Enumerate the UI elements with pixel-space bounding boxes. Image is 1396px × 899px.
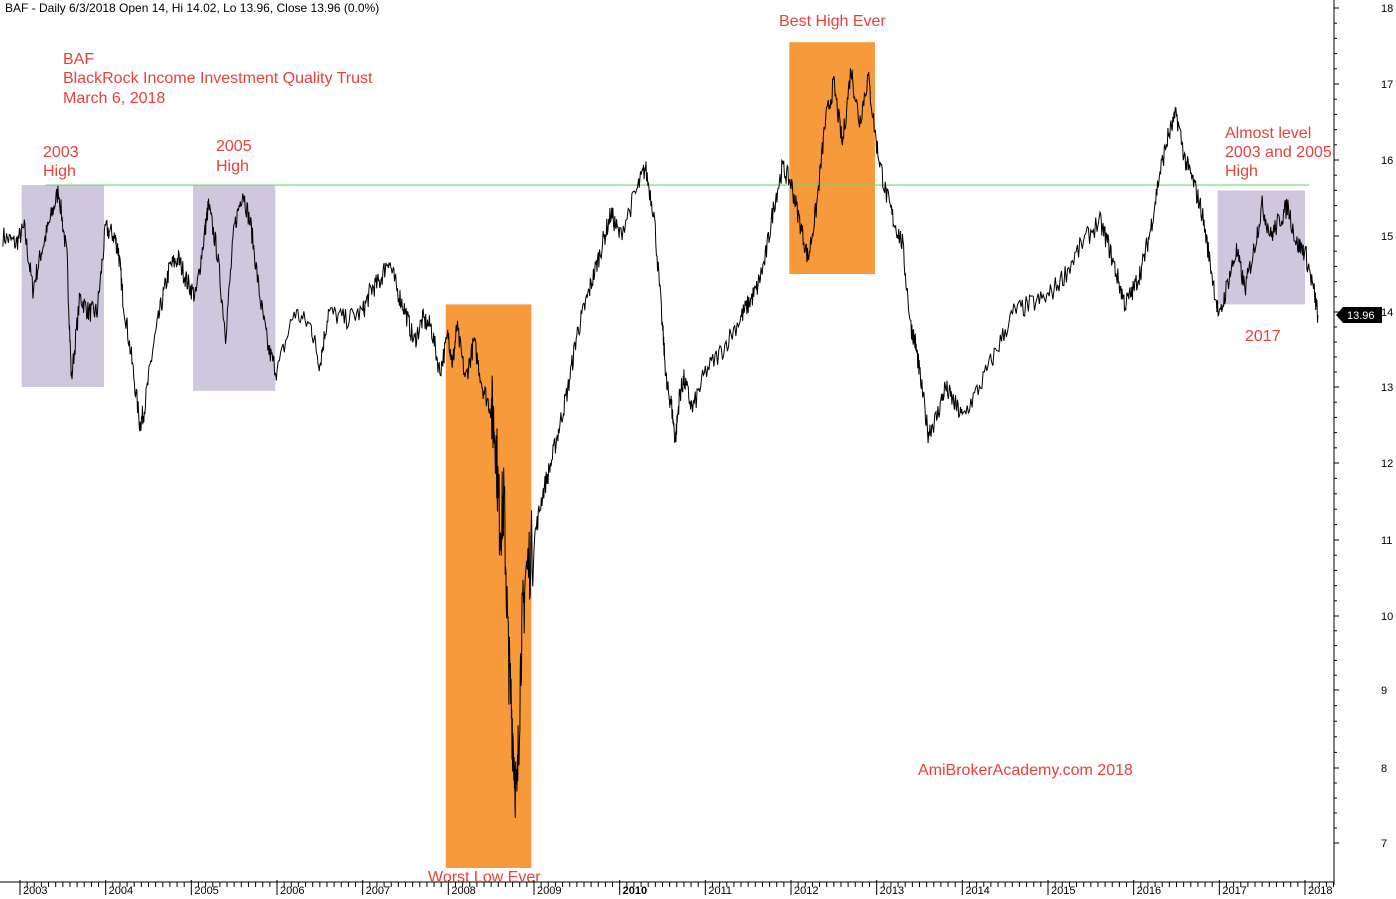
highlight-zone-1 — [21, 185, 104, 387]
label-2003-high: High — [43, 163, 76, 180]
y-tick-label-16: 16 — [1381, 155, 1393, 167]
label-worst-low-ever: Worst Low Ever — [428, 869, 541, 886]
label-2017: 2017 — [1245, 328, 1281, 345]
label-2005-high: High — [216, 158, 249, 175]
price-tag-shape — [1336, 307, 1382, 323]
title-ticker: BAF — [63, 51, 94, 68]
x-tick-label-2012: 2012 — [794, 885, 818, 897]
x-tick-label-2014: 2014 — [965, 885, 989, 897]
label-2003-year: 2003 — [43, 144, 79, 161]
price-tag-value: 13.96 — [1347, 310, 1375, 322]
x-tick-label-2015: 2015 — [1051, 885, 1075, 897]
y-tick-label-13: 13 — [1381, 382, 1393, 394]
watermark-text: AmiBrokerAcademy.com 2018 — [918, 762, 1133, 779]
x-tick-label-2018: 2018 — [1308, 885, 1332, 897]
y-tick-label-14: 14 — [1381, 307, 1393, 319]
y-tick-label-17: 17 — [1381, 79, 1393, 91]
highlight-zone-2 — [193, 185, 276, 391]
x-tick-label-2011: 2011 — [708, 885, 732, 897]
label-almost-level-years: 2003 and 2005 — [1225, 144, 1332, 161]
axes-group — [0, 0, 1335, 885]
x-tick-label-2016: 2016 — [1137, 885, 1161, 897]
y-tick-label-12: 12 — [1381, 458, 1393, 470]
title-date: March 6, 2018 — [63, 90, 165, 107]
x-tick-label-2006: 2006 — [280, 885, 304, 897]
last-price-tag: 13.96 — [1336, 307, 1382, 323]
y-tick-label-10: 10 — [1381, 611, 1393, 623]
x-tick-label-2009: 2009 — [537, 885, 561, 897]
price-line — [2, 68, 1319, 819]
x-tick-label-2013: 2013 — [880, 885, 904, 897]
price-series-group — [2, 68, 1319, 819]
x-tick-label-2003: 2003 — [23, 885, 47, 897]
label-best-high-ever: Best High Ever — [779, 13, 886, 30]
label-2005-year: 2005 — [216, 138, 252, 155]
highlight-zone-4 — [789, 42, 875, 275]
x-tick-label-2008: 2008 — [451, 885, 475, 897]
y-tick-label-18: 18 — [1381, 3, 1393, 15]
x-tick-label-2017: 2017 — [1222, 885, 1246, 897]
label-almost-level-high: High — [1225, 163, 1258, 180]
y-tick-label-11: 11 — [1381, 535, 1392, 547]
y-tick-label-7: 7 — [1381, 838, 1387, 850]
x-tick-label-2004: 2004 — [109, 885, 133, 897]
y-tick-label-15: 15 — [1381, 231, 1393, 243]
y-tick-label-8: 8 — [1381, 763, 1387, 775]
x-tick-label-2005: 2005 — [194, 885, 218, 897]
y-tick-label-9: 9 — [1381, 685, 1387, 697]
title-company: BlackRock Income Investment Quality Trus… — [63, 70, 373, 87]
highlight-zone-3 — [445, 304, 532, 868]
x-tick-label-2010: 2010 — [623, 885, 647, 897]
x-tick-label-2007: 2007 — [366, 885, 390, 897]
tick-labels-group: 7 8 9 10 11 12 13 14 15 16 17 18 2003 2004 2005 2006 200… — [19, 3, 1393, 897]
label-almost-level: Almost level — [1225, 125, 1311, 142]
chart-info-line: BAF - Daily 6/3/2018 Open 14, Hi 14.02, … — [5, 1, 379, 15]
